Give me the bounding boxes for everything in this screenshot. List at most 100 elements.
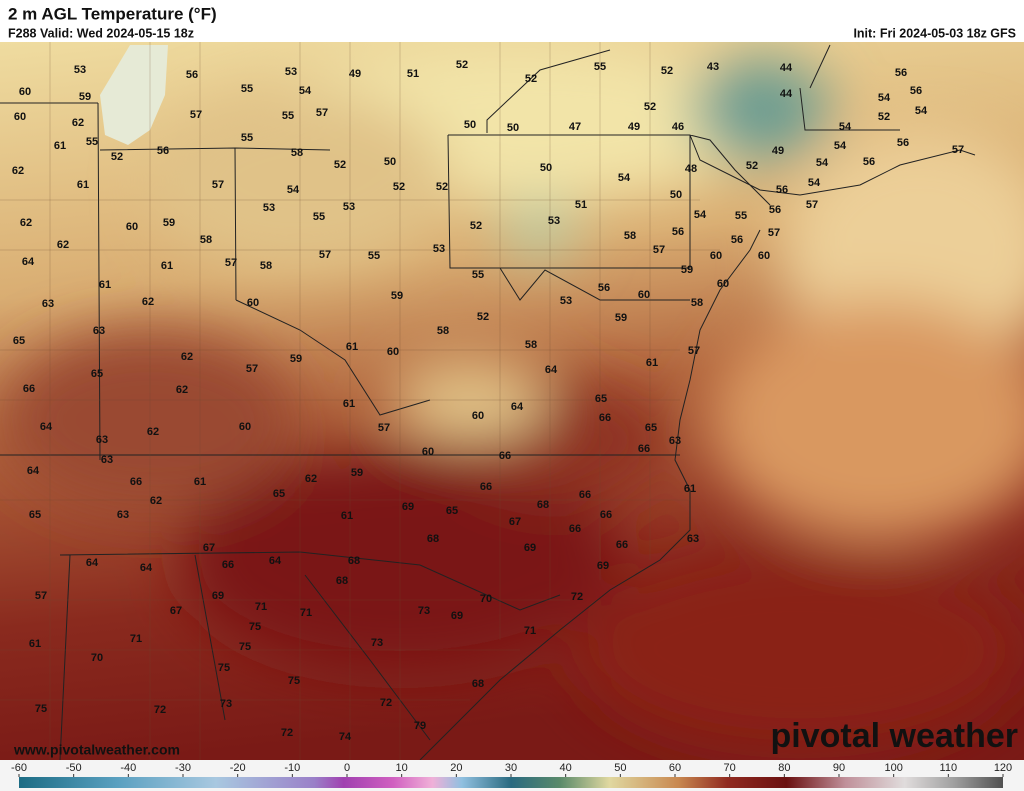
temperature-label: 69 <box>451 610 463 622</box>
temperature-label: 56 <box>897 137 909 149</box>
temperature-label: 57 <box>806 199 818 211</box>
temperature-label: 50 <box>384 156 396 168</box>
temperature-label: 59 <box>681 264 693 276</box>
temperature-label: 63 <box>117 509 129 521</box>
colorbar <box>19 777 1003 788</box>
temperature-label: 54 <box>299 85 312 97</box>
borders <box>0 42 976 761</box>
temperature-label: 50 <box>507 122 519 134</box>
colorbar-tick-label: 20 <box>450 762 462 774</box>
temperature-label: 64 <box>40 421 53 433</box>
temperature-label: 61 <box>29 638 41 650</box>
temperature-label: 70 <box>480 593 492 605</box>
temperature-label: 56 <box>731 234 743 246</box>
temperature-label: 60 <box>758 250 770 262</box>
temperature-label: 64 <box>22 256 35 268</box>
temperature-label: 52 <box>393 181 405 193</box>
temperature-label: 66 <box>638 443 650 455</box>
colorbar-tick-label: 120 <box>994 762 1012 774</box>
temperature-label: 53 <box>560 295 572 307</box>
temperature-label: 64 <box>140 562 153 574</box>
temperature-label: 61 <box>54 140 66 152</box>
temperature-label: 71 <box>300 607 312 619</box>
temperature-label: 53 <box>285 66 297 78</box>
temperature-label: 50 <box>464 119 476 131</box>
temperature-label: 61 <box>341 510 353 522</box>
temperature-label: 66 <box>23 383 35 395</box>
temperature-label: 54 <box>839 121 852 133</box>
temperature-label: 62 <box>150 495 162 507</box>
temperature-label: 52 <box>111 151 123 163</box>
temperature-label: 55 <box>241 132 253 144</box>
temperature-label: 55 <box>735 210 747 222</box>
temperature-label: 56 <box>895 67 907 79</box>
temperature-label: 53 <box>263 202 275 214</box>
temperature-label: 51 <box>575 199 587 211</box>
temperature-label: 52 <box>477 311 489 323</box>
temperature-label: 57 <box>212 179 224 191</box>
temperature-label: 61 <box>343 398 355 410</box>
temperature-label: 62 <box>142 296 154 308</box>
temperature-label: 63 <box>96 434 108 446</box>
temperature-label: 53 <box>343 201 355 213</box>
temperature-label: 71 <box>130 633 142 645</box>
temperature-label: 73 <box>220 698 232 710</box>
temperature-label: 57 <box>35 590 47 602</box>
temperature-label: 53 <box>433 243 445 255</box>
temperature-label: 62 <box>20 217 32 229</box>
temperature-label: 61 <box>684 483 696 495</box>
temperature-label: 55 <box>282 110 294 122</box>
temperature-label: 52 <box>525 73 537 85</box>
temperature-label: 66 <box>569 523 581 535</box>
temperature-label: 63 <box>42 298 54 310</box>
colorbar-tick-label: 30 <box>505 762 517 774</box>
temperature-label: 65 <box>595 393 607 405</box>
map-title: 2 m AGL Temperature (°F) <box>8 4 217 23</box>
temperature-label: 64 <box>545 364 558 376</box>
temperature-label: 69 <box>402 501 414 513</box>
colorbar-tick-label: -60 <box>11 762 27 774</box>
colorbar-tick-label: 110 <box>940 762 958 774</box>
colorbar-tick-label: 70 <box>724 762 736 774</box>
temperature-label: 57 <box>952 144 964 156</box>
colorbar-tick-label: -50 <box>66 762 82 774</box>
temperature-label: 63 <box>93 325 105 337</box>
temperature-label: 74 <box>339 731 352 743</box>
temperature-label: 57 <box>688 345 700 357</box>
temperature-label: 72 <box>281 727 293 739</box>
temperature-label: 57 <box>378 422 390 434</box>
temperature-label: 67 <box>509 516 521 528</box>
header-bg <box>0 0 1024 42</box>
temperature-label: 58 <box>291 147 303 159</box>
temperature-label: 65 <box>645 422 657 434</box>
temperature-label: 64 <box>86 557 99 569</box>
temperature-label: 52 <box>436 181 448 193</box>
colorbar-tick-label: 40 <box>560 762 572 774</box>
temperature-label: 72 <box>380 697 392 709</box>
temperature-label: 60 <box>387 346 399 358</box>
temperature-label: 67 <box>170 605 182 617</box>
temperature-label: 55 <box>313 211 325 223</box>
temperature-label: 60 <box>126 221 138 233</box>
temperature-label: 68 <box>336 575 348 587</box>
temperature-label: 53 <box>548 215 560 227</box>
temperature-label: 66 <box>480 481 492 493</box>
temperature-label: 50 <box>540 162 552 174</box>
temperature-label: 58 <box>525 339 537 351</box>
temperature-label: 58 <box>691 297 703 309</box>
temperature-label: 61 <box>194 476 206 488</box>
colorbar-tick-label: 90 <box>833 762 845 774</box>
temperature-label: 63 <box>669 435 681 447</box>
temperature-label: 69 <box>597 560 609 572</box>
temperature-label: 52 <box>644 101 656 113</box>
temperature-label: 69 <box>212 590 224 602</box>
temperature-label: 68 <box>537 499 549 511</box>
temperature-label: 56 <box>186 69 198 81</box>
temperature-label: 71 <box>524 625 536 637</box>
temperature-label: 57 <box>246 363 258 375</box>
temperature-label: 56 <box>769 204 781 216</box>
temperature-label: 47 <box>569 121 581 133</box>
temperature-label: 67 <box>203 542 215 554</box>
temperature-label: 55 <box>472 269 484 281</box>
temperature-label: 59 <box>615 312 627 324</box>
